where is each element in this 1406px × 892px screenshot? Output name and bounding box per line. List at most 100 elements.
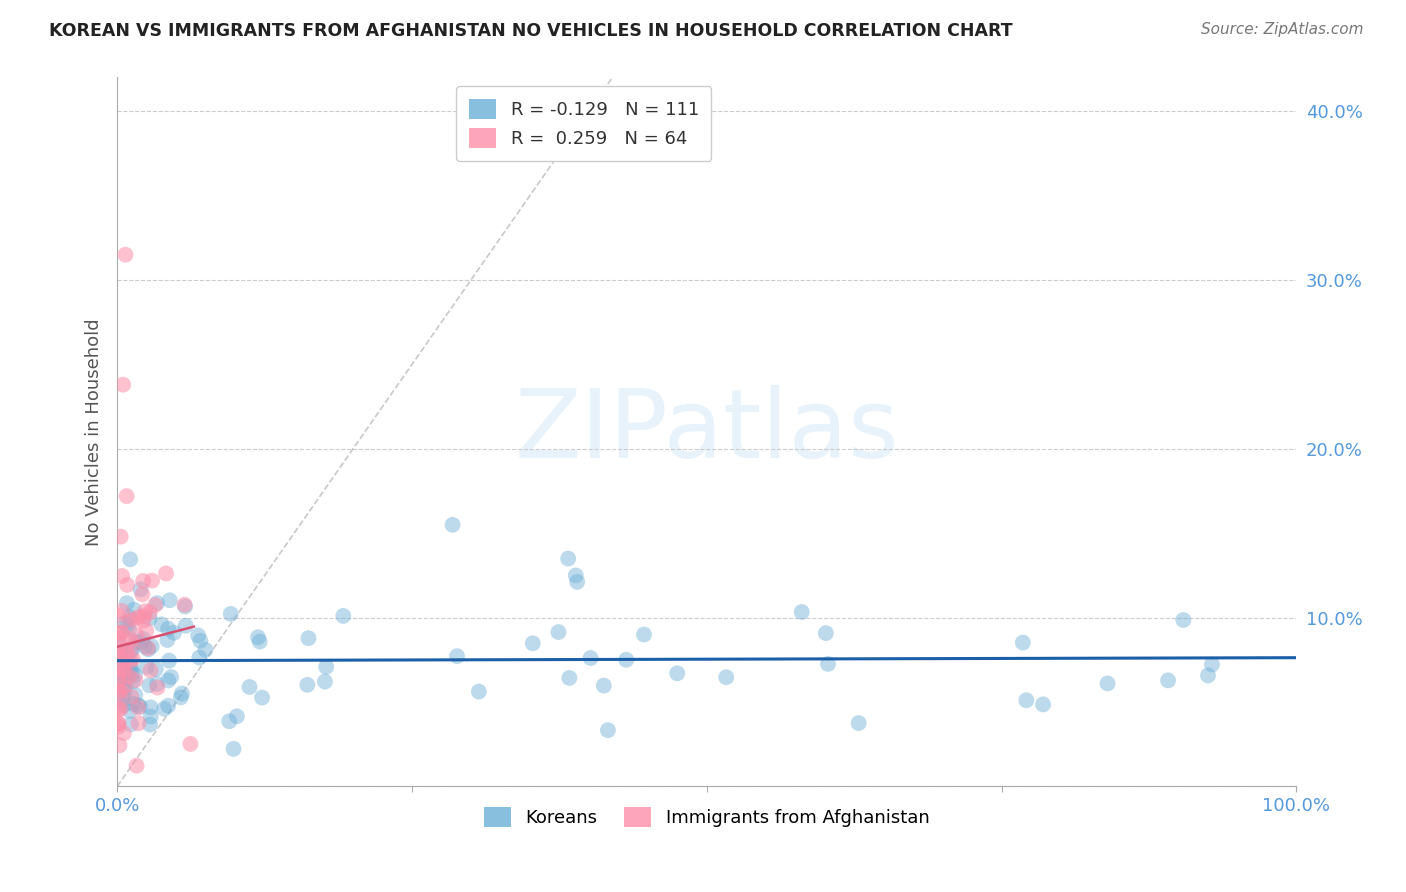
Point	[136, 641, 159, 656]
Point	[108, 739, 131, 753]
Point	[131, 635, 153, 649]
Point	[118, 704, 141, 718]
Point	[120, 690, 142, 704]
Point	[115, 618, 138, 632]
Point	[332, 608, 354, 623]
Point	[1197, 668, 1219, 682]
Point	[163, 625, 186, 640]
Point	[565, 568, 588, 582]
Point	[146, 677, 169, 691]
Point	[115, 489, 138, 503]
Point	[1173, 613, 1195, 627]
Point	[111, 692, 134, 706]
Point	[146, 681, 169, 695]
Point	[120, 644, 142, 658]
Point	[128, 610, 150, 624]
Point	[120, 717, 142, 731]
Point	[111, 569, 134, 583]
Point	[159, 593, 181, 607]
Point	[122, 674, 145, 689]
Point	[134, 604, 156, 618]
Point	[115, 648, 138, 662]
Point	[111, 663, 134, 677]
Point	[124, 688, 146, 702]
Point	[558, 671, 581, 685]
Y-axis label: No Vehicles in Household: No Vehicles in Household	[86, 318, 103, 546]
Point	[174, 599, 197, 614]
Point	[129, 699, 152, 714]
Point	[107, 700, 129, 714]
Point	[125, 635, 148, 649]
Point	[188, 633, 211, 648]
Point	[110, 675, 132, 690]
Point	[108, 648, 131, 662]
Point	[117, 651, 139, 665]
Point	[110, 683, 132, 698]
Point	[111, 604, 134, 618]
Point	[122, 697, 145, 711]
Point	[143, 598, 166, 612]
Point	[157, 622, 180, 636]
Point	[121, 666, 143, 681]
Point	[1097, 676, 1119, 690]
Point	[170, 690, 193, 705]
Point	[120, 633, 142, 648]
Point	[157, 654, 180, 668]
Point	[134, 640, 156, 654]
Legend: Koreans, Immigrants from Afghanistan: Koreans, Immigrants from Afghanistan	[477, 800, 936, 834]
Point	[111, 625, 134, 640]
Point	[115, 643, 138, 657]
Point	[107, 716, 129, 731]
Point	[114, 248, 136, 262]
Point	[188, 650, 211, 665]
Point	[238, 680, 260, 694]
Point	[120, 552, 142, 566]
Point	[218, 714, 240, 729]
Point	[127, 698, 149, 712]
Point	[1011, 635, 1033, 649]
Point	[139, 700, 162, 714]
Point	[567, 574, 589, 589]
Point	[666, 666, 689, 681]
Point	[219, 607, 242, 621]
Point	[614, 653, 637, 667]
Point	[187, 628, 209, 642]
Point	[139, 717, 162, 731]
Point	[170, 686, 193, 700]
Point	[108, 650, 131, 665]
Point	[129, 582, 152, 597]
Point	[249, 634, 271, 648]
Point	[194, 642, 217, 657]
Point	[790, 605, 813, 619]
Point	[122, 612, 145, 626]
Point	[1157, 673, 1180, 688]
Point	[596, 723, 619, 738]
Point	[122, 603, 145, 617]
Point	[250, 690, 273, 705]
Point	[132, 632, 155, 646]
Point	[125, 758, 148, 772]
Point	[446, 649, 468, 664]
Point	[120, 653, 142, 667]
Point	[135, 624, 157, 638]
Point	[118, 614, 141, 628]
Point	[522, 636, 544, 650]
Point	[157, 698, 180, 713]
Point	[136, 642, 159, 657]
Text: ZIPatlas: ZIPatlas	[515, 385, 898, 478]
Point	[121, 643, 143, 657]
Point	[112, 689, 135, 703]
Point	[441, 517, 464, 532]
Point	[107, 647, 129, 661]
Point	[131, 587, 153, 601]
Point	[716, 670, 738, 684]
Point	[160, 670, 183, 684]
Point	[139, 606, 162, 620]
Point	[633, 627, 655, 641]
Point	[107, 703, 129, 717]
Point	[107, 688, 129, 702]
Point	[112, 698, 135, 713]
Point	[114, 664, 136, 678]
Point	[115, 596, 138, 610]
Point	[141, 574, 163, 588]
